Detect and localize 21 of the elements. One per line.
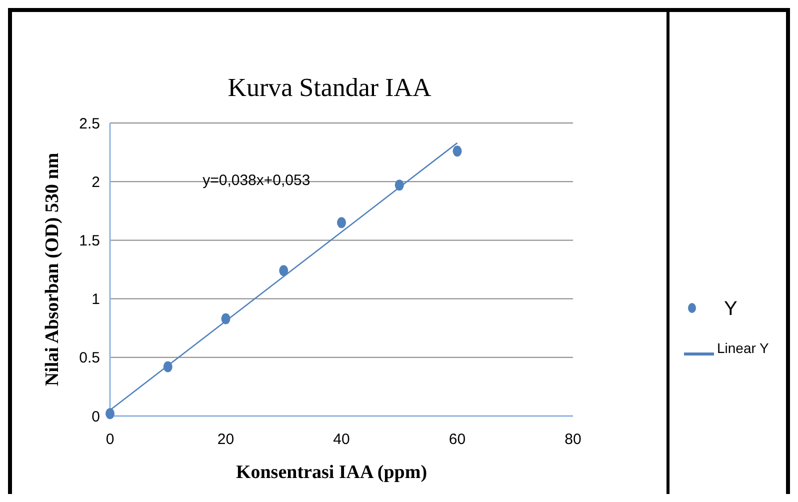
x-tick-label: 60 [448,431,466,448]
legend-label: Y [724,298,738,320]
x-tick-label: 80 [564,431,582,448]
y-tick-label: 2.5 [79,115,100,132]
point [337,217,346,228]
x-tick-label: 0 [106,431,114,448]
y-axis-title: Nilai Absorban (OD) 530 nm [42,152,63,386]
y-tick-label: 0 [92,408,100,426]
y-tick-label: 1.5 [79,232,100,250]
chart-title: Kurva Standar IAA [228,73,432,102]
y-tick-label: 2 [92,174,100,191]
legend-label: Linear Y [717,340,770,356]
x-tick-label: 40 [333,431,350,448]
y-tick-label: 1 [92,291,100,308]
point [106,408,114,420]
x-tick-label: 20 [217,431,234,448]
point [452,146,462,157]
annotation: y=0,038x+0,053 [202,172,310,190]
point [279,265,288,276]
x-axis-title: Konsentrasi IAA (ppm) [236,462,428,483]
y-tick-label: 0.5 [79,350,100,367]
